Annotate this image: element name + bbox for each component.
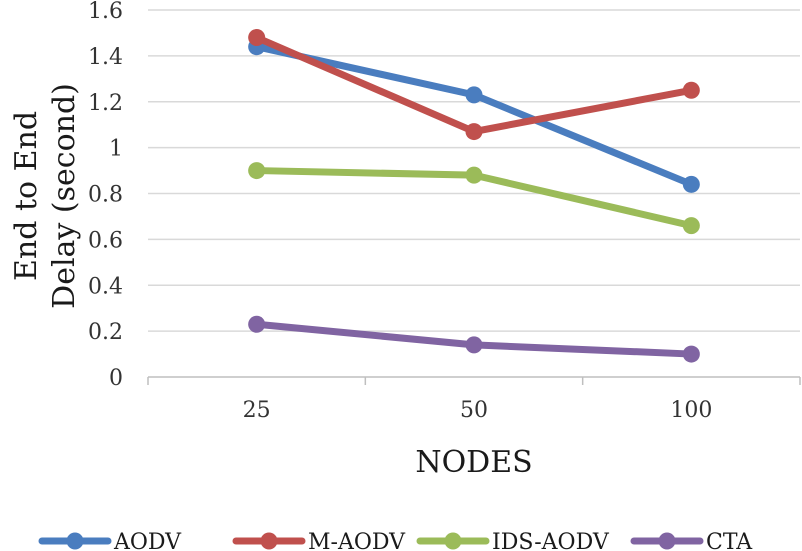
y-tick-label: 0 (109, 366, 123, 391)
y-tick-label: 1.2 (88, 91, 123, 116)
y-axis-title: End to End Delay (second) (9, 83, 82, 309)
y-axis-title-line-2: Delay (second) (47, 83, 82, 309)
y-tick-labels: 0 0.2 0.4 0.6 0.8 1 1.2 1.4 1.6 (88, 0, 123, 391)
data-point (682, 217, 700, 235)
data-point (465, 166, 483, 184)
data-point (248, 315, 266, 333)
data-point (465, 123, 483, 141)
legend-item-ids-aodv: IDS-AODV (416, 530, 610, 551)
data-point (465, 336, 483, 354)
axes (147, 376, 801, 385)
series-m-aodv (248, 29, 700, 141)
x-axis-title: NODES (415, 445, 532, 480)
legend-label: AODV (113, 530, 182, 551)
x-tick-label: 100 (670, 398, 712, 423)
data-point (248, 29, 266, 47)
legend-item-cta: CTA (630, 530, 753, 551)
y-tick-label: 0.2 (88, 320, 123, 345)
data-point (465, 86, 483, 104)
x-tick-labels: 25 50 100 (243, 398, 713, 423)
y-tick-label: 0.4 (88, 274, 123, 299)
series-cta (248, 315, 700, 363)
series-line (253, 34, 695, 136)
y-tick-label: 1 (109, 137, 123, 162)
y-tick-label: 0.6 (88, 228, 123, 253)
data-point (682, 345, 700, 363)
x-tick-label: 25 (243, 398, 271, 423)
legend-label: M-AODV (308, 530, 406, 551)
data-point (682, 81, 700, 99)
legend-label: CTA (706, 530, 753, 551)
y-axis-title-line-1: End to End (9, 111, 44, 281)
y-tick-label: 1.6 (88, 0, 123, 24)
legend-swatch-marker (658, 532, 676, 550)
x-tick-label: 50 (460, 398, 488, 423)
data-point (682, 175, 700, 193)
legend-item-aodv: AODV (38, 530, 182, 551)
legend-label: IDS-AODV (492, 530, 610, 551)
y-tick-label: 1.4 (88, 45, 123, 70)
series-ids-aodv (248, 162, 700, 235)
series-lines (248, 29, 700, 363)
legend-swatch-marker (260, 532, 278, 550)
y-tick-label: 0.8 (88, 183, 123, 208)
legend-swatch-marker (444, 532, 462, 550)
legend-swatch-marker (66, 532, 84, 550)
legend: AODV M-AODV IDS-AODV CTA (38, 530, 753, 551)
data-point (248, 162, 266, 180)
legend-item-m-aodv: M-AODV (232, 530, 406, 551)
